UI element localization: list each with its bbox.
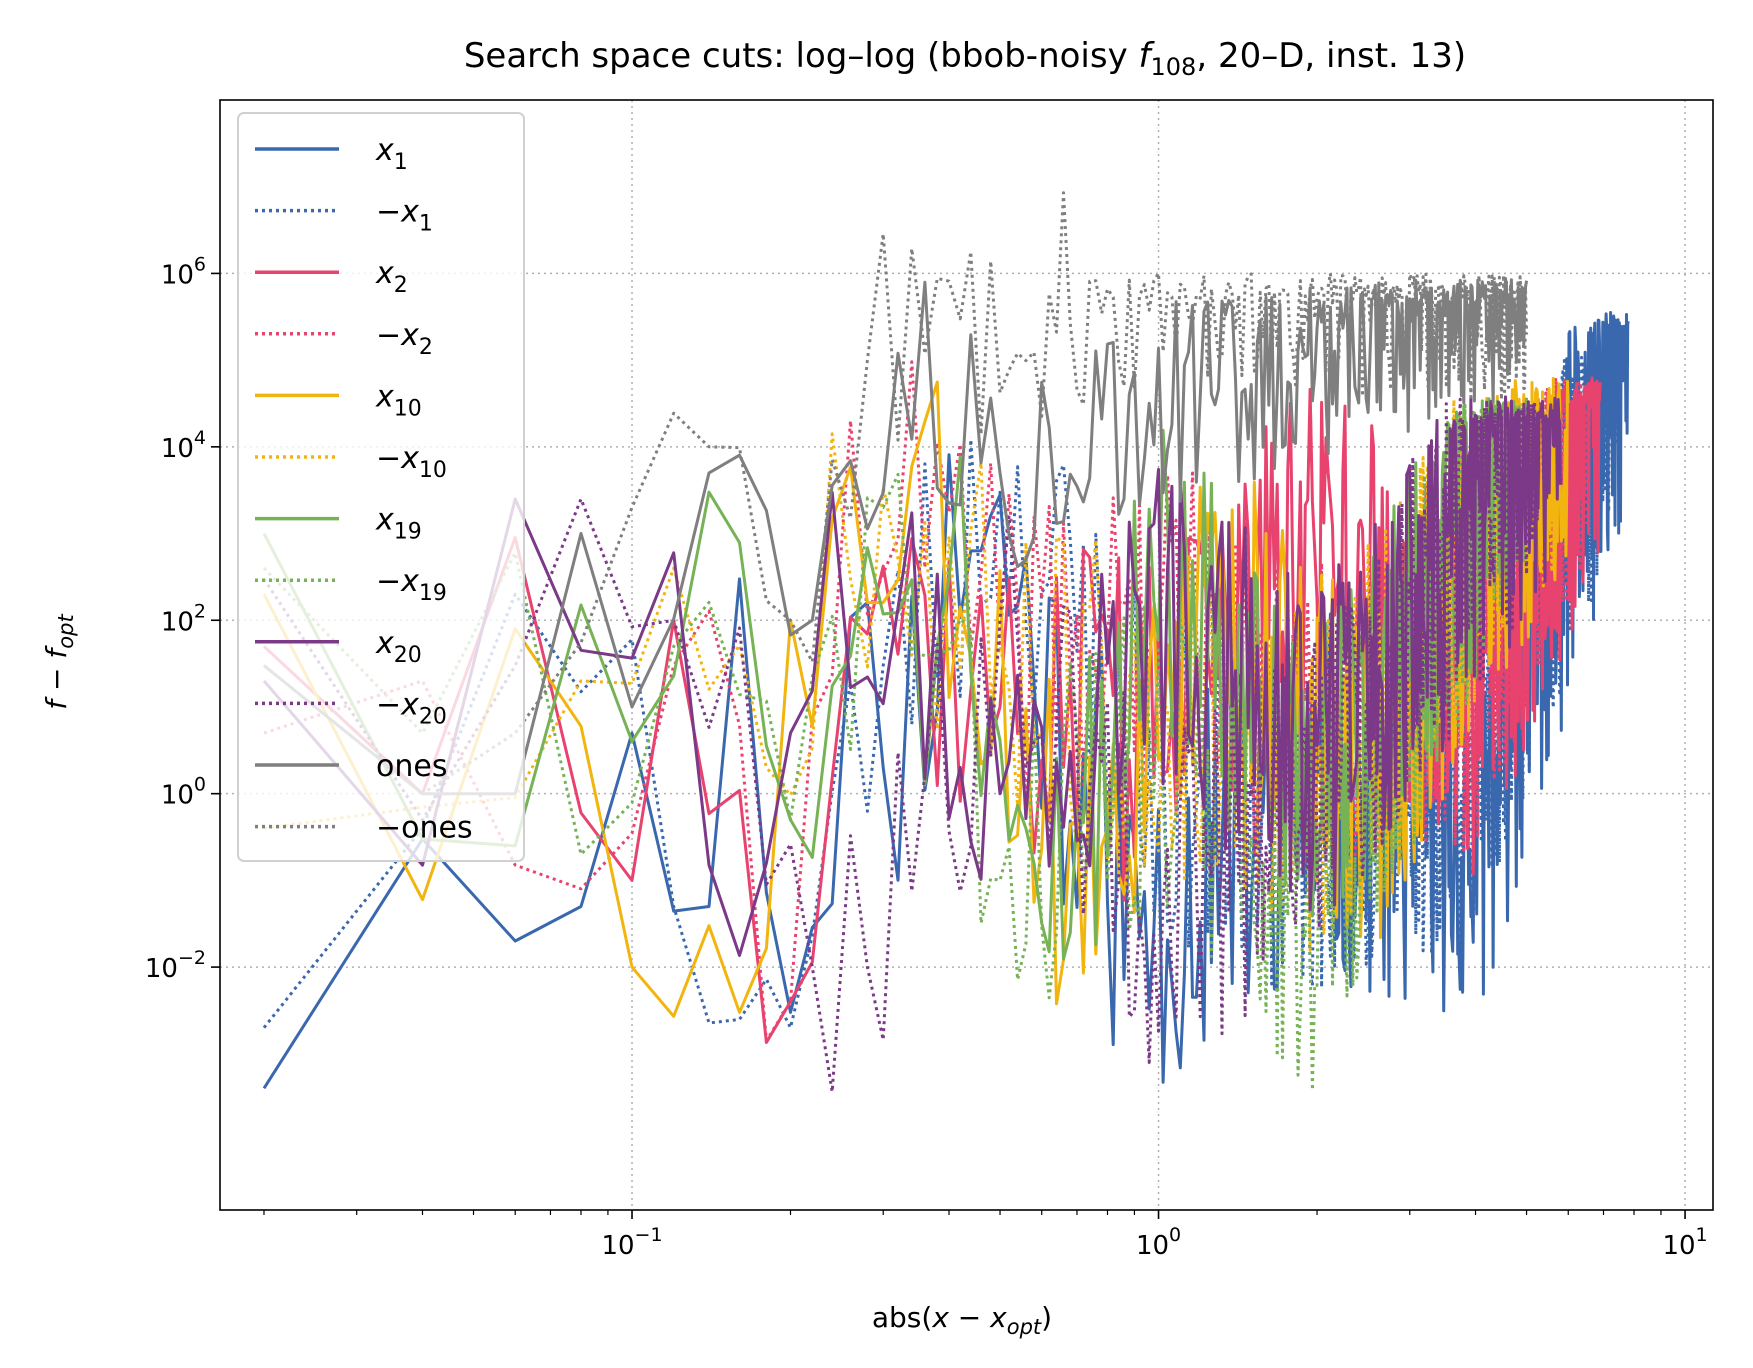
tick-layer: 10−1 100 101 10−2 100 102 104 106: [145, 253, 1708, 1261]
x-axis-label-opt: opt: [1007, 1315, 1042, 1339]
x-tick-label: 101: [1662, 1224, 1707, 1261]
legend: x1 −x1 x2 −x2 x10 −x10 x19 −x19 x20 −x20 ones −ones: [237, 112, 525, 862]
y-tick-label: 100: [161, 774, 206, 811]
y-axis-label-opt: opt: [54, 614, 78, 649]
x-tick-label: 10−1: [601, 1224, 662, 1261]
legend-label-4: x10: [375, 379, 422, 421]
series-layer: [262, 191, 1630, 1094]
y-tick-label: 106: [161, 253, 206, 290]
x-axis-label: abs(x − xopt): [872, 1301, 1052, 1339]
legend-label-6: x19: [375, 503, 422, 545]
legend-label-2: x2: [375, 256, 408, 298]
series-line-10: [263, 276, 1529, 796]
y-axis-label-minus: −: [40, 659, 73, 700]
chart-title-suffix: , 20–D, inst. 13): [1196, 36, 1466, 76]
chart-title-prefix: Search space cuts: log–log (bbob-noisy: [464, 36, 1139, 76]
series-line-3: [263, 360, 1588, 1043]
legend-label-5: −x10: [376, 441, 447, 483]
y-tick-label: 10−2: [145, 947, 206, 984]
y-axis-label: f − fopt: [40, 614, 78, 710]
x-axis-label-abs: abs(: [872, 1301, 932, 1334]
legend-label-11: −ones: [376, 811, 473, 846]
chart-title: Search space cuts: log–log (bbob-noisy f…: [464, 36, 1466, 81]
legend-label-8: x20: [375, 626, 422, 668]
legend-label-3: −x2: [376, 318, 433, 360]
series-line-0: [262, 311, 1630, 1090]
x-axis-label-xopt: x: [989, 1301, 1007, 1334]
series-line-9: [262, 396, 1546, 1094]
series-line-11: [263, 191, 1529, 796]
chart-title-fsub: 108: [1151, 53, 1197, 81]
legend-box: [237, 112, 525, 862]
y-tick-label: 102: [161, 600, 206, 637]
legend-label-10: ones: [376, 749, 447, 784]
x-tick-label: 100: [1136, 1224, 1181, 1261]
legend-label-1: −x1: [376, 195, 433, 237]
legend-label-0: x1: [375, 133, 408, 175]
legend-label-9: −x20: [376, 687, 447, 729]
y-tick-label: 104: [161, 427, 206, 464]
x-axis-label-close: ): [1041, 1301, 1052, 1334]
legend-label-7: −x19: [376, 564, 447, 606]
x-axis-label-minus: −: [949, 1301, 990, 1334]
plot-frame: [219, 99, 1714, 1211]
x-axis-label-x: x: [931, 1301, 949, 1334]
